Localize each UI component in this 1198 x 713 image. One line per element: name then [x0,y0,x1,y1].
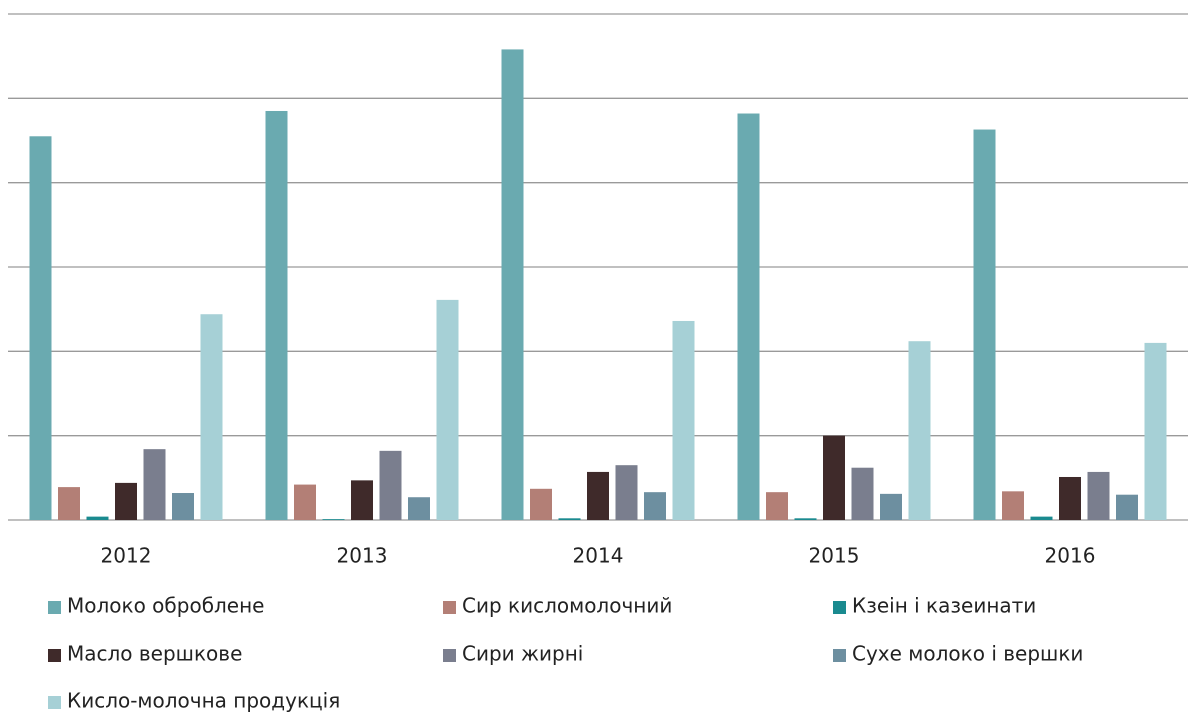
bar [615,465,638,520]
bar [1116,494,1138,520]
bar [794,518,817,520]
bar [501,49,524,521]
bar [1144,342,1167,520]
legend-swatch [833,601,846,614]
bar [672,320,695,520]
legend-swatch [48,696,61,709]
bar [558,518,581,520]
bar [1030,516,1053,520]
x-tick-label: 2016 [1045,544,1096,568]
legend-label: Кисло-молочна продукція [67,689,340,713]
x-tick-label: 2013 [337,544,388,568]
bar [530,488,552,520]
legend-label: Молоко оброблене [67,594,265,618]
bar [408,497,430,520]
legend-swatch [48,649,61,662]
x-tick-label: 2012 [101,544,152,568]
legend-label: Масло вершкове [67,642,242,666]
bar [766,492,788,520]
bar [737,113,760,520]
legend-swatch [443,649,456,662]
bar [379,450,402,520]
bar [1002,491,1024,520]
legend-swatch [443,601,456,614]
bar [908,341,931,520]
legend-label: Сир кисломолочний [462,594,672,618]
bar [322,519,345,520]
bar [265,110,288,520]
legend-label: Кзеін і казеинати [852,594,1036,618]
bar [973,129,996,520]
legend-swatch [833,649,846,662]
legend-swatch [48,601,61,614]
bar [86,516,109,520]
bar [294,484,316,520]
bar [1087,471,1110,520]
x-tick-label: 2015 [809,544,860,568]
bar [351,480,373,520]
legend-label: Сири жирні [462,642,583,666]
bar [172,493,194,520]
bar [851,467,874,520]
bar [58,487,80,520]
bar [644,492,666,520]
x-tick-label: 2014 [573,544,624,568]
legend-label: Сухе молоко і вершки [852,642,1083,666]
bar [587,471,609,520]
bar [200,314,223,520]
bar [880,493,902,520]
bar [823,435,845,520]
bar [143,449,166,520]
bar [1059,476,1081,520]
bar [436,299,459,520]
bar [29,136,52,521]
bar [115,482,137,520]
